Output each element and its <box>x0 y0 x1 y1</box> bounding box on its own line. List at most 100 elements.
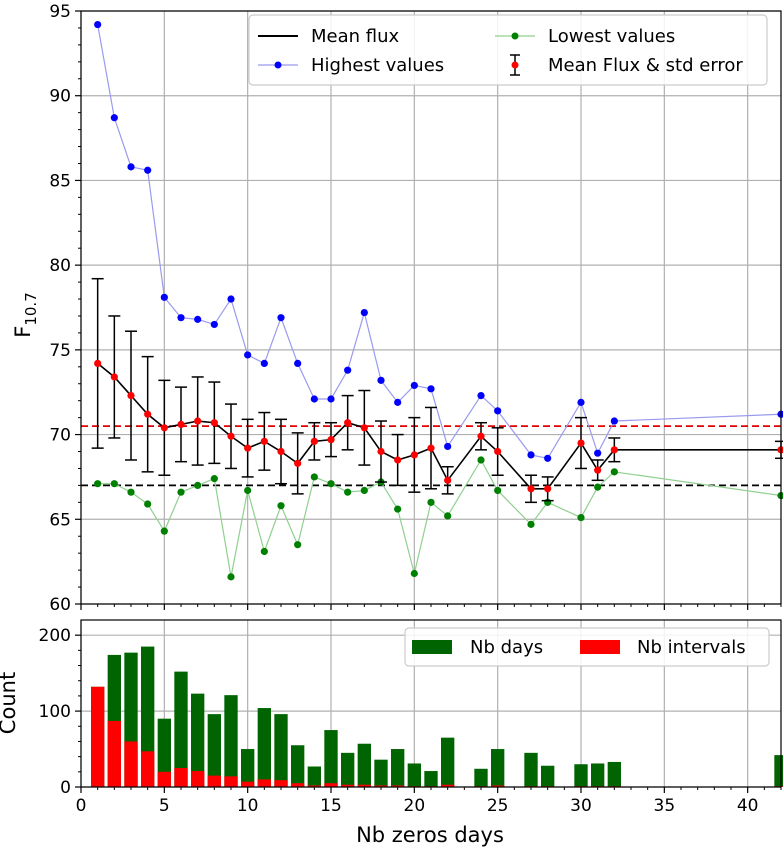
flux-y-axis-label-sub: 10.7 <box>22 292 40 325</box>
nb-days-bar <box>407 763 421 787</box>
mean-flux-point <box>577 439 585 447</box>
mean-flux-point <box>110 373 118 381</box>
highest-point <box>127 163 135 171</box>
count-y-tick-label: 200 <box>39 626 71 646</box>
nb-days-bar <box>607 761 621 787</box>
mean-flux-point <box>294 459 302 467</box>
mean-flux-point <box>494 447 502 456</box>
lowest-point <box>110 480 118 488</box>
nb-intervals-bar <box>291 783 305 787</box>
mean-flux-point <box>777 446 783 454</box>
mean-flux-point <box>394 456 402 464</box>
mean-flux-point <box>377 447 385 456</box>
highest-point <box>544 454 552 462</box>
nb-intervals-bar <box>107 720 121 787</box>
mean-flux-point <box>594 466 602 474</box>
flux-y-tick-label: 95 <box>49 2 71 22</box>
legend-nb-intervals-label: Nb intervals <box>637 637 746 658</box>
legend-highest-label: Highest values <box>311 55 444 76</box>
nb-days-bar <box>257 708 271 787</box>
highest-point <box>227 295 235 303</box>
legend-lowest-swatch-marker <box>511 32 519 40</box>
lowest-line <box>97 458 782 578</box>
count-y-axis-label: Count <box>0 672 20 734</box>
legend-mean-flux-label: Mean flux <box>311 26 400 47</box>
nb-intervals-bar <box>491 785 505 787</box>
mean-flux-series <box>94 359 783 493</box>
nb-intervals-bar <box>357 784 371 787</box>
lowest-point <box>527 520 535 528</box>
highest-point <box>210 320 218 329</box>
highest-point <box>477 392 485 400</box>
highest-point <box>194 315 202 323</box>
count-y-tick-label: 100 <box>39 702 71 722</box>
nb-days-bar <box>324 730 338 787</box>
highest-point <box>244 351 252 359</box>
mean-flux-point <box>410 451 418 459</box>
nb-days-bar <box>541 765 555 787</box>
lowest-point <box>144 500 152 508</box>
lowest-point <box>194 481 202 489</box>
nb-intervals-bar <box>374 785 388 787</box>
nb-days-bar <box>491 749 505 787</box>
highest-point <box>610 417 618 425</box>
nb-days-bar <box>274 714 288 787</box>
flux-y-tick-label: 80 <box>49 256 71 276</box>
nb-days-bar <box>374 759 388 787</box>
nb-intervals-bar <box>157 771 171 787</box>
flux-y-tick-label: 60 <box>49 595 71 615</box>
mean-flux-point <box>477 432 485 440</box>
x-tick-label: 5 <box>159 796 170 816</box>
legend-nb-days-swatch <box>412 640 452 654</box>
nb-intervals-bar <box>324 783 338 787</box>
mean-flux-point <box>277 447 285 456</box>
highest-point <box>260 359 268 368</box>
lowest-point <box>277 502 285 510</box>
count-ticks: 0 5 10 15 20 25 30 35 40 0 100 200 <box>39 626 782 816</box>
lowest-point <box>310 473 318 481</box>
lowest-point <box>610 468 618 476</box>
lowest-point <box>477 456 485 464</box>
nb-days-bar <box>357 743 371 787</box>
highest-point <box>577 398 585 406</box>
count-panel: 0 5 10 15 20 25 30 35 40 0 100 200 Count Nb zeros d… <box>0 619 783 847</box>
flux-y-tick-label: 65 <box>49 510 71 530</box>
nb-intervals-bar <box>341 784 355 787</box>
nb-intervals-bar <box>191 771 205 787</box>
lowest-point <box>260 547 268 556</box>
x-tick-label: 40 <box>737 796 759 816</box>
highest-point <box>410 381 418 390</box>
mean-flux-point <box>310 437 318 445</box>
highest-point <box>277 314 285 322</box>
lowest-point <box>594 483 602 491</box>
mean-flux-point <box>344 419 352 427</box>
flux-y-axis-label-main: F <box>11 326 35 338</box>
mean-flux-point <box>194 417 202 425</box>
nb-intervals-bar <box>207 775 221 787</box>
nb-days-bar <box>174 671 188 787</box>
flux-panel: 60 65 70 75 80 85 90 95 F10.7 Mean flux Highest… <box>11 2 783 615</box>
x-tick-label: 0 <box>76 796 87 816</box>
lowest-point <box>177 488 185 496</box>
nb-intervals-bar <box>441 784 455 787</box>
nb-days-bar <box>441 737 455 787</box>
flux-y-tick-label: 70 <box>49 426 71 446</box>
mean-flux-point <box>527 485 535 493</box>
lowest-point <box>394 505 402 513</box>
mean-flux-point <box>544 485 552 493</box>
highest-point <box>360 308 368 317</box>
lowest-point <box>94 480 102 488</box>
mean-flux-point <box>444 476 452 484</box>
highest-point <box>527 451 535 459</box>
highest-point <box>594 449 602 457</box>
x-tick-label: 35 <box>654 796 676 816</box>
nb-intervals-bar <box>274 780 288 787</box>
flux-y-axis-label: F10.7 <box>11 292 40 338</box>
lowest-point <box>244 486 252 495</box>
nb-days-bar <box>774 755 783 787</box>
highest-point <box>494 407 502 415</box>
lowest-point <box>227 573 235 581</box>
highest-point <box>144 166 152 174</box>
nb-days-bar <box>591 763 605 787</box>
mean-flux-point <box>360 424 368 432</box>
